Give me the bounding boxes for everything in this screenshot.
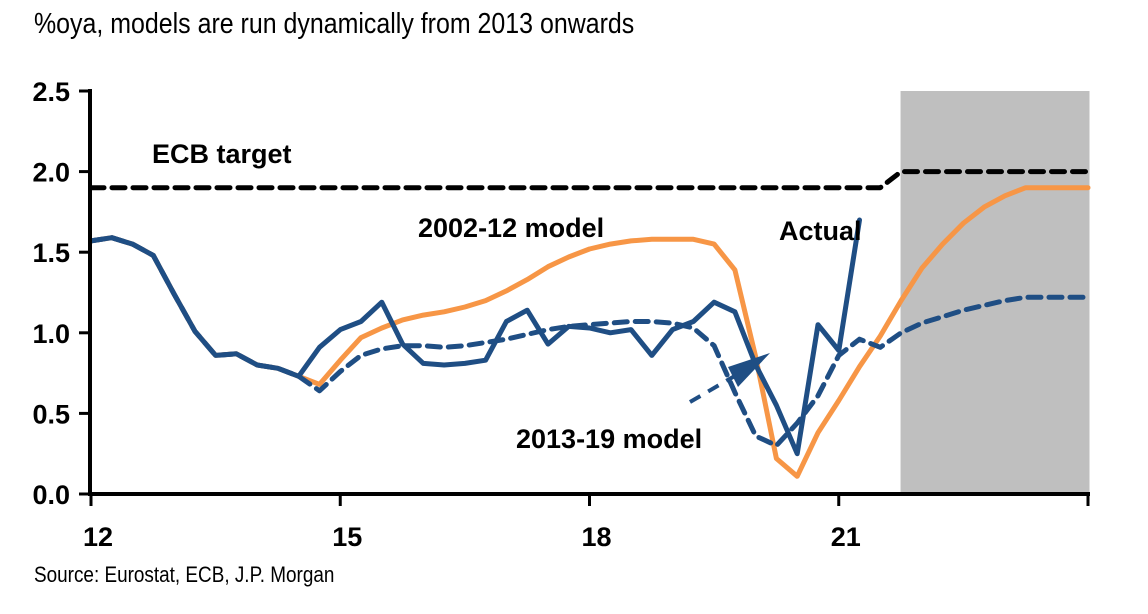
series-line-ecb-target bbox=[88, 169, 1091, 191]
source-note: Source: Eurostat, ECB, J.P. Morgan bbox=[34, 562, 335, 587]
annotation-actual: Actual bbox=[779, 216, 862, 246]
forecast-shade bbox=[900, 91, 1090, 494]
y-tick-label: 0.5 bbox=[32, 399, 70, 429]
annotation-arrow-head bbox=[728, 353, 770, 387]
x-tick-label: 18 bbox=[581, 522, 611, 552]
chart-title: %oya, models are run dynamically from 20… bbox=[34, 8, 635, 40]
x-tick-label: 12 bbox=[83, 522, 113, 552]
annotation-2002-12-model: 2002-12 model bbox=[418, 213, 604, 243]
x-tick-label: 21 bbox=[831, 522, 861, 552]
series-line-model-2013-19 bbox=[88, 235, 1091, 449]
series-line-actual bbox=[88, 217, 862, 457]
series-layer bbox=[88, 169, 1091, 479]
x-tick-label: 15 bbox=[332, 522, 362, 552]
annotation-2013-19-model: 2013-19 model bbox=[516, 424, 702, 454]
y-tick-label: 1.5 bbox=[32, 238, 70, 268]
annotations-layer: ECB target 2002-12 model Actual 2013-19 … bbox=[152, 139, 862, 454]
annotation-ecb-target: ECB target bbox=[152, 139, 292, 169]
y-tick-label: 0.0 bbox=[32, 480, 70, 510]
y-tick-label: 2.0 bbox=[32, 158, 70, 188]
y-tick-label: 2.5 bbox=[32, 77, 70, 107]
y-tick-label: 1.0 bbox=[32, 319, 70, 349]
forecast-shade-layer bbox=[900, 91, 1090, 494]
axes: 0.0 0.5 1.0 1.5 2.0 2.5 12 15 18 21 bbox=[32, 77, 1090, 552]
